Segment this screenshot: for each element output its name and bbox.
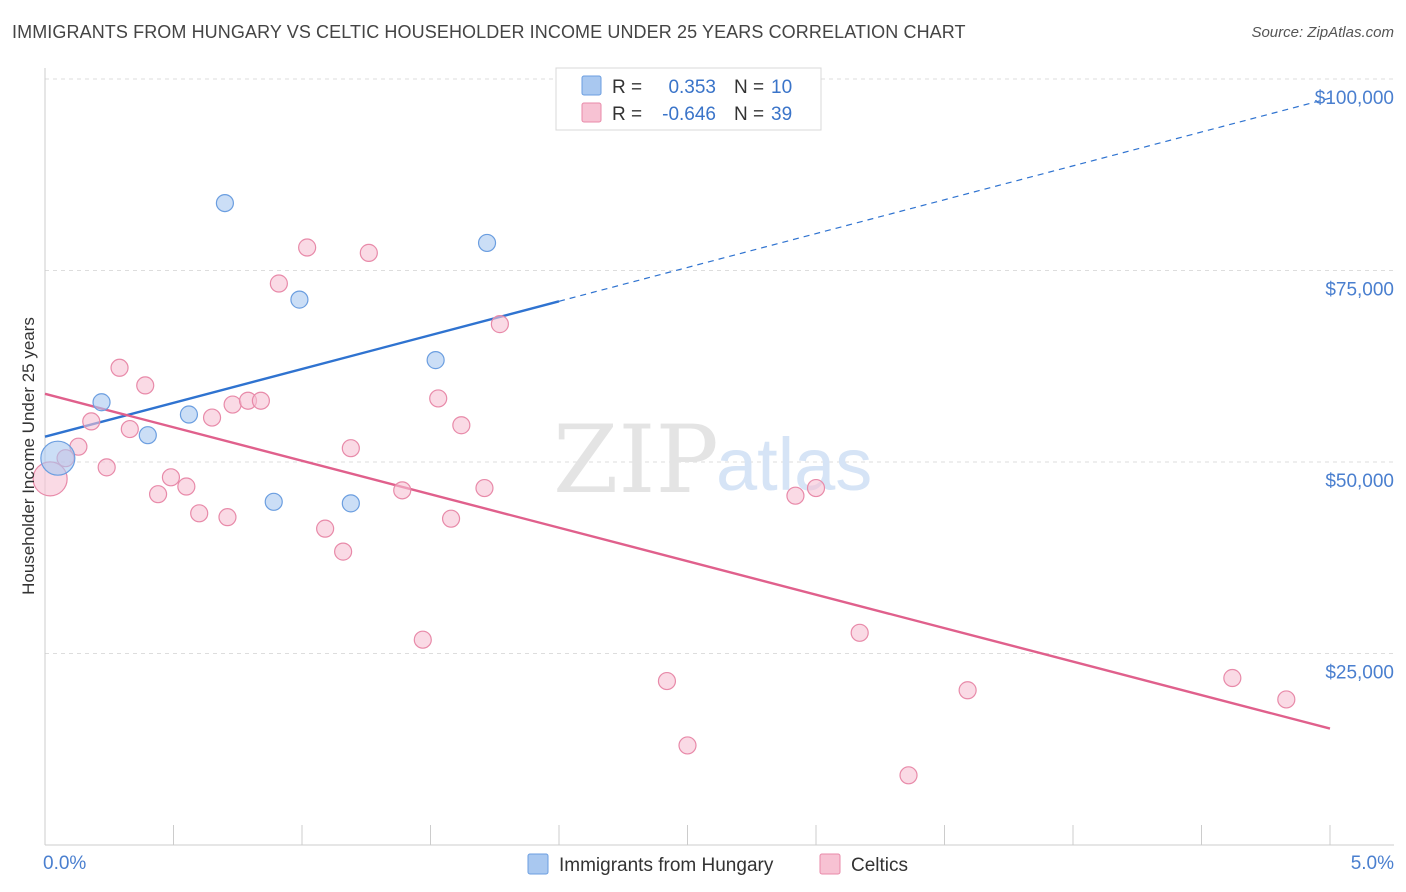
point-hungary-6 <box>290 290 309 309</box>
stats-n-label-celtics: N = <box>734 104 764 125</box>
point-celtics-9 <box>161 468 181 487</box>
point-celtics-33 <box>806 478 826 498</box>
point-hungary-7 <box>341 494 360 513</box>
gridlines <box>45 78 1394 654</box>
watermark-zip: ZIP <box>553 406 719 515</box>
point-celtics-12 <box>202 408 222 427</box>
legend-label-hungary: Immigrants from Hungary <box>559 855 774 876</box>
point-hungary-5 <box>264 492 283 511</box>
point-celtics-27 <box>452 416 471 435</box>
y-tick-label-1: $50,000 <box>1325 471 1394 492</box>
point-celtics-5 <box>110 358 129 377</box>
data-points <box>32 193 1296 785</box>
y-tick-label-3: $100,000 <box>1315 88 1394 109</box>
legend-swatch-celtics <box>819 853 841 875</box>
point-celtics-10 <box>177 477 196 496</box>
point-celtics-35 <box>899 766 918 785</box>
point-hungary-4 <box>215 193 234 213</box>
point-celtics-18 <box>298 238 317 257</box>
point-celtics-7 <box>136 376 155 395</box>
point-celtics-24 <box>413 630 432 649</box>
trendlines <box>44 97 1331 730</box>
point-celtics-13 <box>218 508 237 527</box>
point-celtics-21 <box>341 439 360 458</box>
stats-r-value-celtics: -0.646 <box>662 104 716 125</box>
stats-n-value-hungary: 10 <box>771 77 792 98</box>
point-celtics-30 <box>657 671 677 691</box>
point-celtics-31 <box>678 736 697 755</box>
point-celtics-4 <box>97 458 116 477</box>
point-hungary-3 <box>179 405 199 424</box>
point-celtics-19 <box>316 519 335 538</box>
trendline-solid-0 <box>44 300 560 438</box>
stats-r-label-celtics: R = <box>612 104 642 125</box>
point-hungary-0 <box>40 440 76 476</box>
point-celtics-3 <box>82 412 101 431</box>
stats-box: R = 0.353 N = 10 R = -0.646 N = 39 <box>555 67 822 131</box>
trendline-solid-1 <box>44 392 1331 730</box>
chart-source: Source: ZipAtlas.com <box>1251 24 1394 41</box>
watermark: ZIP atlas <box>553 406 872 515</box>
point-celtics-22 <box>359 243 378 262</box>
legend-label-celtics: Celtics <box>851 855 908 876</box>
point-celtics-6 <box>120 419 139 439</box>
point-celtics-29 <box>490 315 509 334</box>
chart-title: IMMIGRANTS FROM HUNGARY VS CELTIC HOUSEH… <box>12 22 966 42</box>
stats-n-value-celtics: 39 <box>771 104 792 125</box>
point-celtics-26 <box>441 509 461 528</box>
point-hungary-2 <box>138 426 157 445</box>
x-tick-label-0: 0.0% <box>43 853 86 874</box>
point-celtics-20 <box>334 542 353 561</box>
trendline-dashed-0 <box>558 97 1331 302</box>
point-celtics-28 <box>475 478 494 498</box>
x-tick-label-1: 5.0% <box>1351 853 1394 874</box>
x-tick-labels: 0.0% 5.0% <box>43 853 1394 874</box>
point-celtics-11 <box>190 504 209 523</box>
y-tick-label-0: $25,000 <box>1325 663 1394 684</box>
point-celtics-34 <box>850 623 869 642</box>
y-axis-label: Householder Income Under 25 years <box>19 317 38 595</box>
y-tick-labels: $25,000 $50,000 $75,000 $100,000 <box>1315 88 1394 684</box>
stats-swatch-hungary <box>581 75 602 96</box>
stats-swatch-celtics <box>581 102 602 123</box>
point-celtics-32 <box>786 486 805 505</box>
point-celtics-14 <box>223 395 242 414</box>
point-celtics-17 <box>269 274 288 293</box>
point-celtics-25 <box>429 389 448 408</box>
stats-n-label-hungary: N = <box>734 77 764 98</box>
point-celtics-38 <box>1277 690 1296 709</box>
point-hungary-1 <box>92 393 111 412</box>
point-celtics-8 <box>148 485 168 504</box>
stats-r-label-hungary: R = <box>612 77 642 98</box>
point-celtics-36 <box>958 681 977 700</box>
point-celtics-16 <box>251 391 270 410</box>
stats-r-value-hungary: 0.353 <box>668 77 716 98</box>
point-hungary-8 <box>426 351 445 370</box>
y-tick-label-2: $75,000 <box>1325 280 1394 301</box>
point-celtics-37 <box>1223 668 1242 688</box>
point-hungary-9 <box>477 233 497 253</box>
point-celtics-23 <box>393 481 412 500</box>
legend-swatch-hungary <box>527 853 549 875</box>
legend: Immigrants from Hungary Celtics <box>527 853 908 876</box>
